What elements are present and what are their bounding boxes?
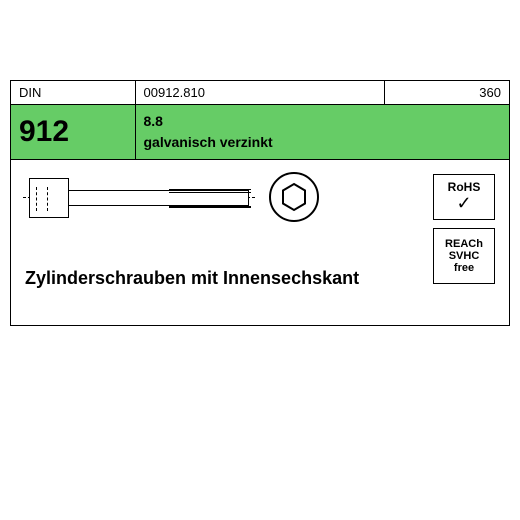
body-area: Zylinderschrauben mit Innensechskant RoH… xyxy=(11,160,509,325)
finish: galvanisch verzinkt xyxy=(144,132,502,153)
reach-line2: SVHC xyxy=(449,250,480,262)
check-icon: ✓ xyxy=(456,194,471,214)
rohs-badge: RoHS ✓ xyxy=(433,174,495,220)
reach-line1: REACh xyxy=(445,238,483,250)
code: 360 xyxy=(385,81,510,104)
rohs-label: RoHS xyxy=(448,181,481,194)
spec-block: 8.8 galvanisch verzinkt xyxy=(136,105,510,159)
screw-head xyxy=(29,178,69,218)
product-label-card: DIN 00912.810 360 912 8.8 galvanisch ver… xyxy=(10,80,510,326)
part-number: 00912.810 xyxy=(136,81,385,104)
grade: 8.8 xyxy=(144,111,502,132)
standard-label: DIN xyxy=(11,81,136,104)
green-row: 912 8.8 galvanisch verzinkt xyxy=(11,105,509,160)
din-number: 912 xyxy=(11,105,136,159)
reach-badge: REACh SVHC free xyxy=(433,228,495,284)
screw-thread xyxy=(169,189,251,207)
product-title: Zylinderschrauben mit Innensechskant xyxy=(25,268,359,289)
reach-line3: free xyxy=(454,262,474,274)
header-row: DIN 00912.810 360 xyxy=(11,81,509,105)
hex-socket-icon xyxy=(279,182,309,212)
